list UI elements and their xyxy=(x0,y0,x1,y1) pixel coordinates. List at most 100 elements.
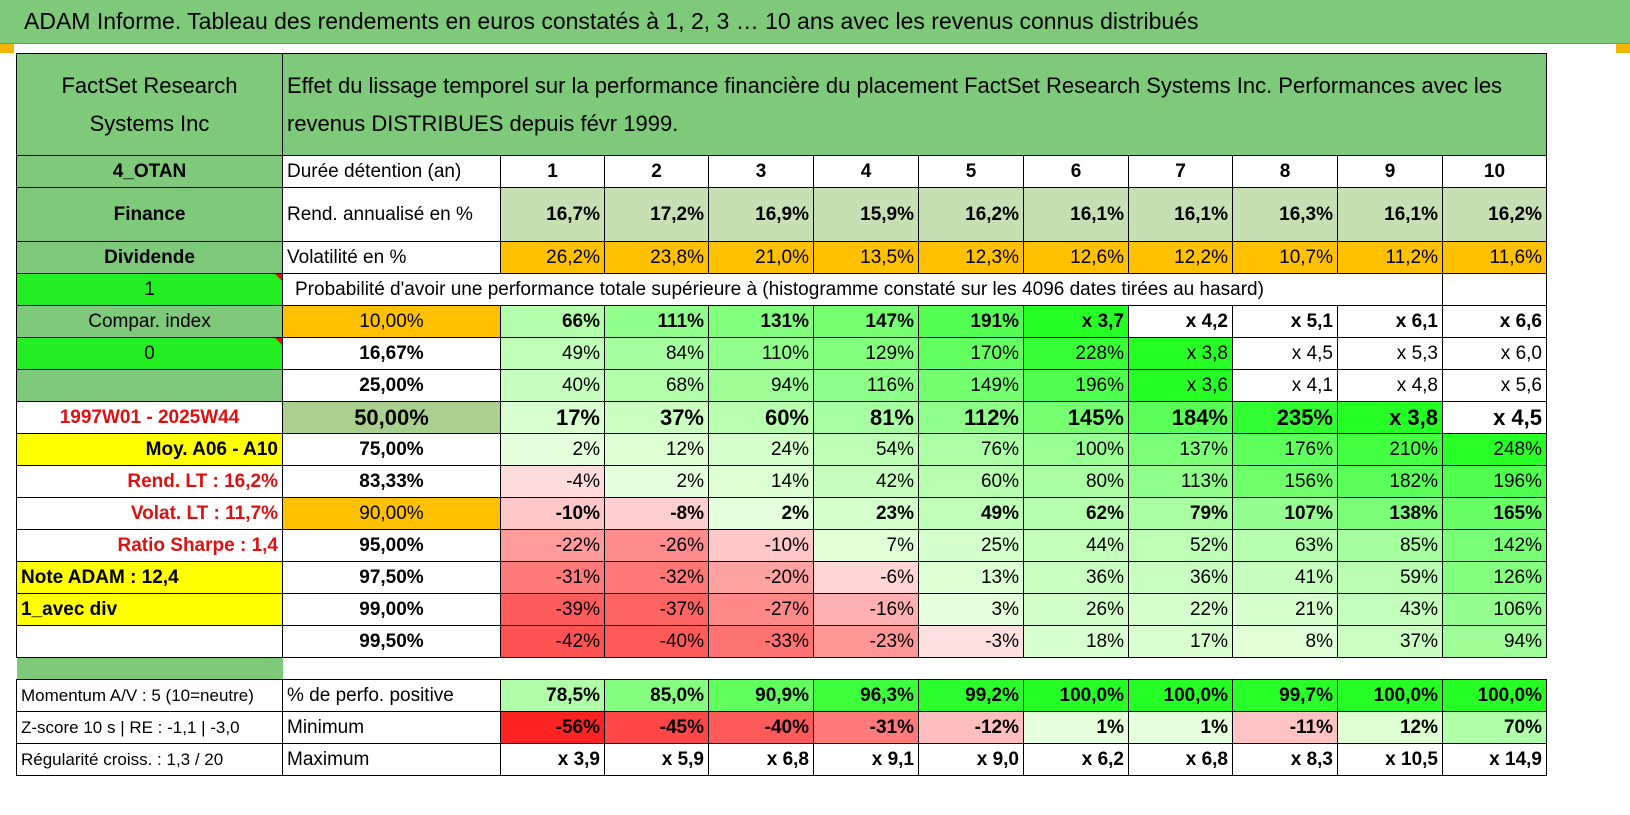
percentile-value: 59% xyxy=(1337,561,1443,594)
sharpe-label: Ratio Sharpe : 1,4 xyxy=(16,529,283,562)
percentile-value: 37% xyxy=(1337,625,1443,658)
pos-value: 100,0% xyxy=(1128,679,1233,712)
min-value: 12% xyxy=(1337,711,1443,744)
percentile-row: Volat. LT : 11,7% 90,00% -10% -8% 2% 23% 49% 62… xyxy=(16,497,1547,530)
percentile-value: x 6,1 xyxy=(1337,305,1443,338)
row-max: Régularité croiss. : 1,3 / 20 Maximum x 3,… xyxy=(16,743,1547,776)
rend-value: 16,2% xyxy=(918,187,1024,242)
percentile-value: 60% xyxy=(918,465,1024,498)
percentile-value: 26% xyxy=(1023,593,1129,626)
percentile-value: x 3,8 xyxy=(1128,337,1233,370)
percentile-value: 13% xyxy=(918,561,1024,594)
percentile-value: 170% xyxy=(918,337,1024,370)
pos-value: 100,0% xyxy=(1023,679,1129,712)
pos-value: 78,5% xyxy=(500,679,605,712)
percentile-value: 17% xyxy=(500,401,605,434)
row-rend: Finance Rend. annualisé en % 16,7% 17,2% 16,… xyxy=(16,187,1547,242)
min-value: -11% xyxy=(1232,711,1338,744)
rend-value: 16,2% xyxy=(1442,187,1547,242)
pos-value: 99,2% xyxy=(918,679,1024,712)
percentile-label: 97,50% xyxy=(282,561,501,594)
percentile-value: 52% xyxy=(1128,529,1233,562)
momentum-label: Momentum A/V : 5 (10=neutre) xyxy=(16,679,283,712)
percentile-label: 50,00% xyxy=(282,401,501,434)
percentile-row: 0 16,67% 49% 84% 110% 129% 170% 228% x 3,8 x 4,5 x… xyxy=(16,337,1547,370)
bottom-strip xyxy=(0,808,1630,815)
percentile-value: 138% xyxy=(1337,497,1443,530)
max-value: x 5,9 xyxy=(604,743,709,776)
percentile-value: -37% xyxy=(604,593,709,626)
percentile-label: 99,00% xyxy=(282,593,501,626)
percentile-value: 12% xyxy=(604,433,709,466)
percentile-value: 116% xyxy=(813,369,919,402)
header-row: FactSet Research Systems Inc Effet du li… xyxy=(16,53,1547,156)
percentile-value: 149% xyxy=(918,369,1024,402)
percentile-value: -3% xyxy=(918,625,1024,658)
percentile-value: 49% xyxy=(500,337,605,370)
percentile-label: 75,00% xyxy=(282,433,501,466)
percentile-value: x 5,1 xyxy=(1232,305,1338,338)
percentile-value: 23% xyxy=(813,497,919,530)
row-proba: 1 Probabilité d'avoir une performance tot… xyxy=(16,273,1547,306)
proba-label: Probabilité d'avoir une performance tota… xyxy=(282,273,1443,306)
max-value: x 6,8 xyxy=(1128,743,1233,776)
period-label: 1997W01 - 2025W44 xyxy=(16,401,283,434)
percentile-value: 80% xyxy=(1023,465,1129,498)
percentile-value: 36% xyxy=(1128,561,1233,594)
min-value: 1% xyxy=(1023,711,1129,744)
percentile-value: 49% xyxy=(918,497,1024,530)
empty-left xyxy=(16,369,283,402)
vol-value: 11,6% xyxy=(1442,241,1547,274)
percentile-value: x 3,7 xyxy=(1023,305,1129,338)
percentile-value: 94% xyxy=(1442,625,1547,658)
row-min: Z-score 10 s | RE : -1,1 | -3,0 Minimum -5… xyxy=(16,711,1547,744)
percentile-value: 129% xyxy=(813,337,919,370)
vol-value: 10,7% xyxy=(1232,241,1338,274)
compar-index-label: Compar. index xyxy=(16,305,283,338)
pos-value: 100,0% xyxy=(1442,679,1547,712)
percentile-value: 43% xyxy=(1337,593,1443,626)
percentile-value: 131% xyxy=(708,305,814,338)
rend-value: 15,9% xyxy=(813,187,919,242)
percentile-label: 95,00% xyxy=(282,529,501,562)
vol-value: 12,3% xyxy=(918,241,1024,274)
percentile-value: 40% xyxy=(500,369,605,402)
max-value: x 6,2 xyxy=(1023,743,1129,776)
percentile-value: 147% xyxy=(813,305,919,338)
vol-value: 13,5% xyxy=(813,241,919,274)
pos-label: % de perfo. positive xyxy=(282,679,501,712)
percentile-value: 235% xyxy=(1232,401,1338,434)
max-value: x 9,1 xyxy=(813,743,919,776)
rend-value: 16,1% xyxy=(1337,187,1443,242)
percentile-value: 112% xyxy=(918,401,1024,434)
max-value: x 9,0 xyxy=(918,743,1024,776)
pos-value: 90,9% xyxy=(708,679,814,712)
row-vol: Dividende Volatilité en % 26,2% 23,8% 21,0% 1… xyxy=(16,241,1547,274)
percentile-value: -42% xyxy=(500,625,605,658)
percentile-value: 66% xyxy=(500,305,605,338)
percentile-value: -26% xyxy=(604,529,709,562)
percentile-value: -8% xyxy=(604,497,709,530)
max-value: x 3,9 xyxy=(500,743,605,776)
percentile-value: -20% xyxy=(708,561,814,594)
rend-value: 16,7% xyxy=(500,187,605,242)
percentile-value: x 5,3 xyxy=(1337,337,1443,370)
min-label: Minimum xyxy=(282,711,501,744)
year-header: 4 xyxy=(813,155,919,188)
rend-value: 16,1% xyxy=(1128,187,1233,242)
spacer-left xyxy=(16,657,283,680)
min-value: 1% xyxy=(1128,711,1233,744)
pos-value: 85,0% xyxy=(604,679,709,712)
percentile-value: 54% xyxy=(813,433,919,466)
max-value: x 14,9 xyxy=(1442,743,1547,776)
percentile-row: 99,50% -42% -40% -33% -23% -3% 18% 17% 8% 37% 94% xyxy=(16,625,1547,658)
mode-label: 1_avec div xyxy=(16,593,283,626)
percentile-value: x 5,6 xyxy=(1442,369,1547,402)
zscore-label: Z-score 10 s | RE : -1,1 | -3,0 xyxy=(16,711,283,744)
percentile-value: 176% xyxy=(1232,433,1338,466)
percentile-value: x 6,6 xyxy=(1442,305,1547,338)
percentile-value: -40% xyxy=(604,625,709,658)
percentile-value: 22% xyxy=(1128,593,1233,626)
min-value: -12% xyxy=(918,711,1024,744)
percentile-value: 2% xyxy=(708,497,814,530)
